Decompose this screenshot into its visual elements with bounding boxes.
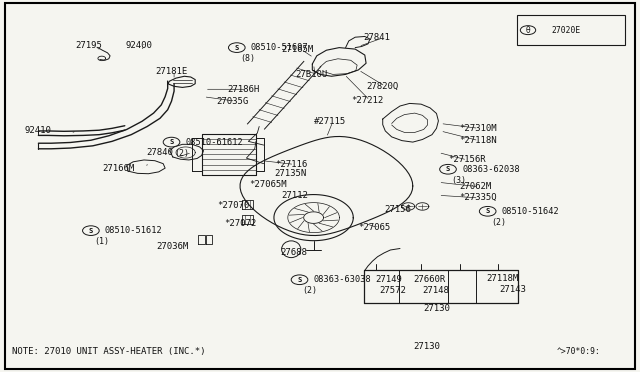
Circle shape (440, 164, 456, 174)
Text: 92400: 92400 (125, 41, 152, 50)
Text: S: S (446, 166, 450, 172)
Text: (8): (8) (240, 54, 255, 63)
Text: 08510-51612: 08510-51612 (104, 226, 162, 235)
Text: 08510-51697: 08510-51697 (251, 43, 308, 52)
Text: 27195: 27195 (76, 41, 102, 50)
Text: *27065M: *27065M (250, 180, 287, 189)
Text: (2): (2) (303, 286, 317, 295)
Circle shape (163, 137, 180, 147)
Text: *27065: *27065 (358, 223, 390, 232)
Text: 27841: 27841 (364, 33, 390, 42)
Circle shape (520, 26, 536, 35)
Text: S: S (486, 208, 490, 214)
Text: *27310M: *27310M (460, 124, 497, 133)
Text: 27130: 27130 (424, 304, 451, 312)
Text: 92410: 92410 (24, 126, 51, 135)
Text: *27072: *27072 (224, 219, 256, 228)
Text: *27335Q: *27335Q (460, 193, 497, 202)
Text: 27820Q: 27820Q (366, 82, 398, 91)
Ellipse shape (282, 241, 301, 257)
Text: θ: θ (525, 26, 531, 35)
Text: *27118N: *27118N (460, 136, 497, 145)
Text: 27148: 27148 (422, 286, 449, 295)
Text: *27070: *27070 (218, 201, 250, 210)
Text: NOTE: 27010 UNIT ASSY-HEATER (INC.*): NOTE: 27010 UNIT ASSY-HEATER (INC.*) (12, 347, 205, 356)
Text: 27135N: 27135N (274, 169, 306, 178)
Text: 27143: 27143 (499, 285, 526, 294)
Text: (2): (2) (491, 218, 506, 227)
Text: 08363-63038: 08363-63038 (314, 275, 371, 284)
Text: 27112: 27112 (282, 191, 308, 200)
Text: 27688: 27688 (280, 248, 307, 257)
Text: S: S (170, 139, 173, 145)
Text: S: S (89, 228, 93, 234)
Text: 27062M: 27062M (460, 182, 492, 191)
Text: 27149: 27149 (375, 275, 402, 284)
Circle shape (479, 206, 496, 216)
Text: 27181E: 27181E (155, 67, 187, 76)
Text: (3): (3) (451, 176, 466, 185)
Text: 27840: 27840 (146, 148, 173, 157)
Text: #27115: #27115 (314, 117, 346, 126)
Text: (1): (1) (94, 237, 109, 246)
Text: 27165M: 27165M (282, 45, 314, 54)
Text: 08363-62038: 08363-62038 (462, 165, 520, 174)
Text: 27572: 27572 (379, 286, 406, 295)
Text: 27186H: 27186H (227, 85, 259, 94)
Text: 27156: 27156 (384, 205, 411, 214)
Text: 27660R: 27660R (413, 275, 445, 284)
Text: 08510-51642: 08510-51642 (502, 207, 559, 216)
Text: 27166M: 27166M (102, 164, 134, 173)
Text: 27118M: 27118M (486, 274, 518, 283)
Bar (517, 15, 625, 45)
Circle shape (291, 275, 308, 285)
Text: S: S (298, 277, 301, 283)
Text: ^>70*0:9:: ^>70*0:9: (557, 347, 601, 356)
Text: 27B10U: 27B10U (296, 70, 328, 79)
Text: 27035G: 27035G (216, 97, 248, 106)
Text: (2): (2) (175, 149, 189, 158)
Circle shape (228, 43, 245, 52)
Text: S: S (235, 45, 239, 51)
Text: *27212: *27212 (351, 96, 383, 105)
Text: 27036M: 27036M (157, 242, 189, 251)
Text: *27156R: *27156R (448, 155, 486, 164)
Text: 08510-61612: 08510-61612 (186, 138, 243, 147)
Circle shape (83, 226, 99, 235)
Text: 27130: 27130 (413, 342, 440, 351)
Text: 27020E: 27020E (552, 26, 581, 35)
Text: *27116: *27116 (275, 160, 307, 169)
